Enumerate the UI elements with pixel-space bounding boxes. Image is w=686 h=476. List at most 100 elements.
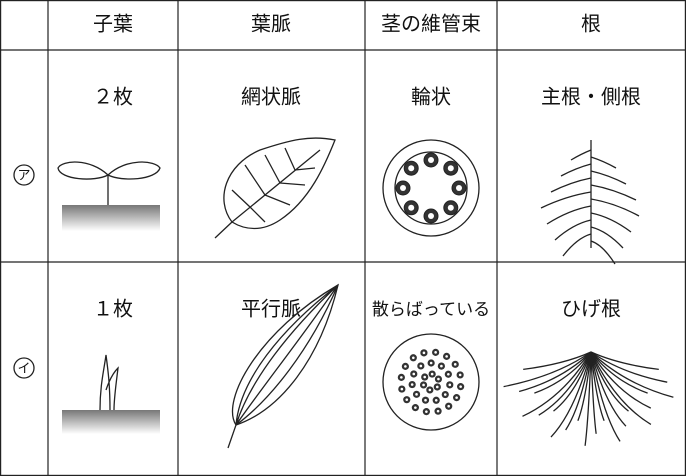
bundle-core — [434, 398, 438, 402]
bundle-core — [458, 373, 462, 377]
parallel-veined-leaf — [227, 283, 339, 449]
root-strand — [590, 351, 629, 412]
bundle-core — [445, 355, 448, 358]
fibrous-root — [503, 351, 674, 446]
lateral-root — [560, 163, 592, 177]
header-cell: 茎の維管束 — [381, 12, 481, 36]
bundle-core — [459, 385, 462, 388]
row-label: イ — [17, 362, 30, 377]
stem-section-scattered — [382, 333, 480, 431]
lateral-root — [590, 226, 624, 249]
lateral-root — [590, 156, 617, 169]
bundle-core — [423, 375, 427, 379]
root-strand — [550, 351, 592, 438]
bundle-core — [415, 393, 418, 396]
header-cell: 葉脈 — [251, 12, 291, 36]
root-strand — [534, 351, 592, 394]
bundle-core — [425, 410, 428, 413]
header-cell: 子葉 — [93, 12, 133, 36]
root-strand — [590, 351, 627, 427]
cell-text: 主根・側根 — [541, 85, 641, 109]
bundle-core — [440, 364, 443, 368]
bundle-core — [400, 185, 406, 191]
bundle-core — [428, 388, 432, 392]
lateral-root — [590, 240, 616, 265]
bundle-core — [434, 351, 437, 354]
label-circle — [13, 164, 35, 186]
root-strand — [590, 351, 621, 442]
root-strand — [590, 351, 597, 434]
root-strand — [590, 351, 668, 383]
bundle-core — [414, 406, 417, 409]
row-label: ア — [17, 169, 30, 184]
bundle-core — [419, 364, 423, 368]
bundle-core — [400, 376, 403, 379]
root-strand — [503, 351, 592, 388]
root-strand — [522, 351, 592, 417]
bundle-core — [430, 372, 434, 376]
bundle-core — [412, 356, 415, 360]
lateral-root — [540, 191, 592, 209]
root-strand — [590, 351, 652, 425]
root-strand — [538, 351, 592, 416]
cell-text: ひげ根 — [561, 297, 621, 321]
tap-root — [540, 140, 640, 265]
lateral-root — [550, 177, 592, 193]
root-strand — [523, 351, 592, 371]
bundle-core — [422, 351, 426, 355]
lateral-root — [590, 170, 627, 185]
bundle-core — [408, 204, 415, 211]
lateral-root — [546, 205, 592, 225]
bundle-core — [447, 372, 450, 376]
bundle-core — [412, 372, 416, 376]
bundle-core — [404, 365, 407, 368]
bundle-core — [437, 377, 440, 381]
bundle-core — [447, 165, 454, 172]
bundle-core — [410, 383, 414, 386]
monocot-sprout — [62, 354, 160, 434]
stem-section-ring — [382, 139, 480, 237]
bundle-core — [447, 204, 454, 211]
cell-text: １枚 — [93, 297, 133, 321]
bundle-core — [447, 404, 450, 408]
lateral-root — [570, 149, 592, 161]
bundle-core — [435, 385, 439, 389]
lateral-root — [590, 198, 640, 217]
root-strand — [565, 351, 592, 431]
root-strand — [584, 351, 592, 446]
cell-text: 網状脈 — [241, 85, 301, 109]
bundle-core — [428, 213, 434, 219]
bundle-core — [443, 393, 447, 396]
root-strand — [518, 351, 592, 393]
cell-text: 散らばっている — [372, 300, 490, 320]
root-strand — [590, 351, 648, 394]
bundle-core — [408, 165, 415, 172]
bundle-core — [424, 398, 427, 402]
bundle-core — [405, 398, 409, 401]
lateral-root — [554, 219, 592, 241]
bundle-core — [422, 383, 425, 387]
cell-text: ２枚 — [93, 85, 133, 109]
dicot-seedling — [57, 161, 161, 231]
bundle-core — [448, 383, 452, 387]
label-circle — [13, 357, 35, 379]
bundle-core — [436, 409, 440, 413]
bundle-core — [455, 396, 458, 399]
header-cell: 根 — [581, 12, 601, 36]
root-strand — [553, 351, 592, 412]
bundle-core — [429, 361, 433, 365]
bundle-core — [400, 387, 404, 391]
root-strand — [590, 351, 659, 371]
net-veined-leaf — [214, 137, 336, 239]
lateral-root — [562, 233, 592, 257]
root-strand — [590, 351, 605, 421]
bundle-core — [428, 157, 434, 163]
bundle-core — [456, 185, 462, 191]
root-strand — [590, 351, 652, 409]
root-strand — [590, 351, 674, 398]
lateral-root — [590, 184, 637, 201]
lateral-root — [590, 212, 632, 233]
bundle-core — [453, 363, 457, 366]
